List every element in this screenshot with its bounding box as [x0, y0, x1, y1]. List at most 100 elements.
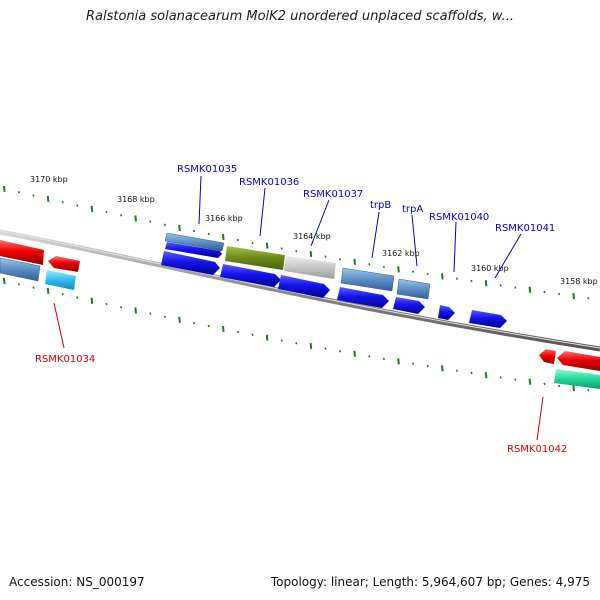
tick-mark	[587, 297, 590, 300]
tick-mark	[528, 286, 532, 293]
tick-mark	[76, 204, 79, 207]
scale-label-3166: 3166 kbp	[205, 214, 243, 223]
tick-mark	[76, 296, 79, 299]
tick-mark	[149, 220, 152, 223]
gene-arrow-trpb[interactable]	[337, 287, 389, 308]
tick-mark	[46, 287, 50, 295]
tick-mark	[120, 214, 123, 217]
scale-label-3162: 3162 kbp	[382, 249, 420, 258]
gene-arrow-rsmk01041[interactable]	[469, 310, 507, 328]
tick-mark	[120, 306, 123, 309]
tick-mark	[105, 210, 108, 214]
tick-mark	[499, 376, 502, 379]
tick-mark	[514, 378, 517, 381]
gene-label-rsmk01036[interactable]: RSMK01036	[239, 177, 299, 188]
tick-mark	[178, 316, 181, 324]
gene-block-rsmk01036[interactable]	[225, 246, 285, 270]
tick-mark	[207, 232, 210, 236]
tick-mark	[105, 302, 108, 306]
gene-arrow-rsmk01040[interactable]	[438, 305, 455, 320]
gene-arrow-red-left-small[interactable]	[48, 256, 80, 272]
gene-label-rsmk01040[interactable]: RSMK01040	[429, 212, 489, 223]
tick-mark	[558, 292, 561, 296]
scale-label-3164: 3164 kbp	[293, 232, 331, 241]
gene-label-trpa[interactable]: trpA	[402, 204, 423, 215]
tick-mark	[514, 286, 517, 289]
gene-label-rsmk01037[interactable]: RSMK01037	[303, 189, 363, 200]
tick-mark	[353, 350, 356, 357]
tick-mark	[543, 382, 546, 386]
gene-label-rsmk01034[interactable]: RSMK01034	[35, 354, 95, 365]
tick-mark	[339, 350, 342, 353]
label-leader-lines	[53, 175, 544, 441]
tick-mark	[163, 223, 166, 227]
tick-mark	[309, 342, 313, 350]
gene-arrow-trpa[interactable]	[393, 297, 425, 314]
tick-mark	[193, 321, 196, 325]
reverse-strand-features-left	[0, 240, 80, 290]
tick-mark	[17, 283, 20, 286]
gene-block-rsmk01042[interactable]	[554, 369, 600, 389]
tick-mark	[397, 358, 400, 365]
tick-mark	[236, 330, 239, 334]
gene-arrow-rsmk01036[interactable]	[220, 264, 281, 287]
tick-mark	[222, 233, 225, 241]
scale-label-3170: 3170 kbp	[30, 175, 68, 184]
tick-mark	[441, 365, 444, 372]
gene-arrow-red-right-small[interactable]	[539, 349, 556, 364]
tick-mark	[207, 324, 210, 328]
gene-block-rsmk01035[interactable]	[164, 232, 225, 252]
tick-mark	[470, 279, 473, 283]
gene-block-rsmk01037[interactable]	[284, 256, 336, 279]
accession-text: Accession: NS_000197	[9, 575, 145, 589]
tick-mark	[251, 333, 254, 337]
gene-arrow-rsmk01035[interactable]	[165, 242, 222, 258]
tick-mark	[353, 258, 356, 265]
tick-mark	[236, 238, 239, 242]
tick-mark	[3, 185, 6, 193]
tick-mark	[90, 205, 94, 212]
tick-mark	[412, 270, 415, 273]
tick-mark	[61, 200, 64, 204]
gene-arrow-rsmk01035-lower[interactable]	[161, 251, 220, 275]
gene-block-trpa[interactable]	[396, 278, 431, 300]
tick-mark	[484, 372, 488, 379]
gene-label-rsmk01035[interactable]: RSMK01035	[177, 164, 237, 175]
gene-label-rsmk01042[interactable]: RSMK01042	[507, 444, 567, 455]
gene-arrow-red-right[interactable]	[557, 351, 600, 371]
map-title: Ralstonia solanacearum MolK2 unordered u…	[85, 9, 514, 24]
gene-arrow-red-left[interactable]	[0, 240, 44, 265]
tick-mark	[134, 215, 137, 222]
tick-mark	[499, 284, 502, 287]
reverse-strand-features-right	[539, 349, 600, 389]
tick-mark	[324, 255, 327, 258]
gene-label-trpb[interactable]: trpB	[370, 200, 391, 211]
tick-mark	[61, 292, 64, 296]
gene-block-trpb[interactable]	[340, 267, 395, 292]
gene-block-rsmk01034[interactable]	[45, 270, 76, 290]
tick-mark	[470, 371, 473, 375]
tick-mark	[134, 307, 137, 314]
tick-mark	[368, 263, 371, 266]
tick-mark	[412, 362, 415, 365]
tick-mark	[295, 342, 298, 345]
scale-label-3160: 3160 kbp	[471, 264, 509, 273]
gene-arrow-rsmk01037[interactable]	[278, 275, 330, 298]
gene-block-steel-left[interactable]	[0, 257, 41, 282]
tick-mark	[426, 364, 429, 368]
tick-mark	[46, 195, 50, 203]
tick-mark	[543, 290, 546, 294]
tick-mark	[382, 265, 385, 269]
tick-mark	[382, 357, 385, 361]
tick-mark	[280, 247, 283, 250]
tick-mark	[587, 389, 590, 392]
scale-label-3158: 3158 kbp	[560, 277, 598, 286]
tick-mark	[558, 384, 561, 388]
topology-summary: Topology: linear; Length: 5,964,607 bp; …	[270, 575, 590, 589]
tick-mark	[324, 347, 327, 350]
gene-label-rsmk01041[interactable]: RSMK01041	[495, 223, 555, 234]
tick-mark	[149, 312, 152, 315]
forward-strand-features	[161, 232, 507, 328]
tick-mark	[280, 339, 283, 342]
